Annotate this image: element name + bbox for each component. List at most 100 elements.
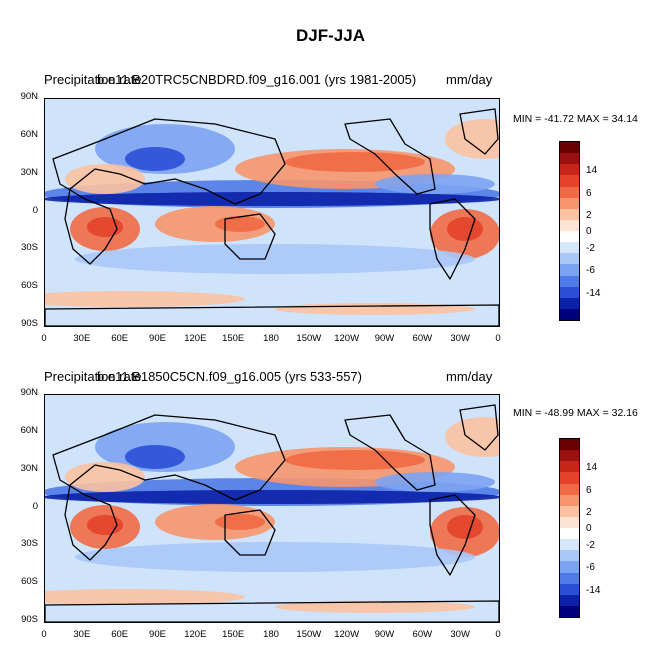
colorbar-tick-label: 14 bbox=[586, 462, 598, 474]
panel-2-variable-title: Precipitation rate bbox=[44, 369, 142, 384]
map-panel-1: Precipitation rate b.e11.B20TRC5CNBDRD.f… bbox=[0, 70, 661, 370]
coastline bbox=[224, 509, 276, 556]
coastline bbox=[45, 600, 499, 622]
colorbar-swatch bbox=[560, 439, 579, 451]
coastline bbox=[429, 494, 476, 576]
colorbar-swatch bbox=[560, 175, 579, 187]
colorbar-swatch bbox=[560, 197, 579, 209]
colorbar-tick-label: 0 bbox=[586, 226, 592, 238]
precip-anomaly-region bbox=[45, 192, 499, 206]
coastline bbox=[45, 304, 499, 326]
precip-anomaly-region bbox=[285, 152, 425, 172]
colorbar-swatch bbox=[560, 253, 579, 265]
precip-anomaly-region bbox=[75, 244, 475, 274]
latitude-tick-label: 60N bbox=[20, 128, 38, 140]
colorbar-swatch bbox=[560, 164, 579, 176]
coastline bbox=[429, 198, 476, 280]
colorbar-swatch bbox=[560, 297, 579, 309]
colorbar-tick-label: -2 bbox=[586, 243, 595, 255]
precip-anomaly-region bbox=[65, 164, 145, 194]
figure-title: DJF-JJA bbox=[296, 26, 365, 45]
longitude-tick-label: 90E bbox=[149, 333, 166, 344]
precip-anomaly-region bbox=[445, 119, 499, 159]
panel-1-variable-title: Precipitation rate bbox=[44, 72, 142, 87]
colorbar-tick-label: 2 bbox=[586, 506, 592, 518]
panel-1-precip-field bbox=[45, 108, 499, 326]
precip-anomaly-region bbox=[375, 174, 495, 194]
precip-anomaly-region bbox=[445, 417, 499, 457]
panel-2-precip-field bbox=[45, 404, 499, 622]
colorbar-swatch bbox=[560, 528, 579, 540]
map-panel-2: Precipitation rate b.e11.B1850C5CN.f09_g… bbox=[0, 367, 661, 667]
coastline bbox=[459, 404, 499, 451]
coastline bbox=[459, 108, 499, 155]
precip-anomaly-region bbox=[75, 542, 475, 572]
longitude-tick-label: 0 bbox=[41, 333, 47, 344]
precip-anomaly-region bbox=[45, 490, 499, 504]
colorbar-swatch bbox=[560, 461, 579, 473]
longitude-tick-label: 60E bbox=[111, 629, 129, 640]
longitude-tick-label: 0 bbox=[41, 629, 47, 640]
longitude-tick-label: 120W bbox=[334, 333, 360, 344]
colorbar-swatch bbox=[560, 494, 579, 506]
precip-anomaly-region bbox=[45, 291, 245, 307]
colorbar-swatch bbox=[560, 605, 579, 617]
longitude-tick-label: 60W bbox=[412, 629, 433, 640]
longitude-tick-label: 180 bbox=[263, 333, 279, 344]
longitude-tick-label: 90W bbox=[374, 333, 395, 344]
colorbar-tick-label: -14 bbox=[586, 584, 601, 596]
colorbar-swatch bbox=[560, 308, 579, 320]
colorbar-swatch bbox=[560, 583, 579, 595]
longitude-tick-label: 30W bbox=[450, 333, 470, 344]
colorbar-swatch bbox=[560, 219, 579, 231]
longitude-tick-label: 150E bbox=[222, 629, 245, 640]
latitude-tick-label: 0 bbox=[32, 500, 38, 512]
colorbar-tick-label: 6 bbox=[586, 187, 592, 199]
latitude-tick-label: 30S bbox=[21, 538, 38, 550]
colorbar-swatch bbox=[560, 561, 579, 573]
colorbar-tick-label: 0 bbox=[586, 523, 592, 535]
colorbar-tick-label: 14 bbox=[586, 165, 598, 177]
panel-1-case-title: b.e11.B20TRC5CNBDRD.f09_g16.001 (yrs 198… bbox=[97, 72, 417, 87]
colorbar-tick-label: -6 bbox=[586, 265, 595, 277]
coastline bbox=[344, 414, 436, 491]
panel-1-colorbar bbox=[559, 141, 580, 321]
colorbar-tick-label: 6 bbox=[586, 484, 592, 496]
colorbar-swatch bbox=[560, 208, 579, 220]
longitude-tick-label: 30W bbox=[450, 629, 470, 640]
panel-2-case-title: b.e11.B1850C5CN.f09_g16.005 (yrs 533-557… bbox=[97, 369, 362, 384]
precip-anomaly-region bbox=[45, 589, 245, 605]
colorbar-swatch bbox=[560, 450, 579, 462]
colorbar-swatch bbox=[560, 153, 579, 165]
colorbar-tick-label: 2 bbox=[586, 209, 592, 221]
precip-anomaly-region bbox=[125, 445, 185, 469]
panel-2-units: mm/day bbox=[446, 369, 493, 384]
colorbar-swatch bbox=[560, 483, 579, 495]
latitude-tick-label: 60S bbox=[21, 576, 38, 588]
panel-1-units: mm/day bbox=[446, 72, 493, 87]
latitude-tick-label: 90N bbox=[20, 387, 38, 398]
colorbar-swatch bbox=[560, 505, 579, 517]
precip-anomaly-region bbox=[215, 216, 265, 232]
colorbar-swatch bbox=[560, 231, 579, 243]
precip-anomaly-region bbox=[447, 515, 483, 539]
colorbar-swatch bbox=[560, 142, 579, 154]
colorbar-tick-label: -6 bbox=[586, 562, 595, 574]
panel-1-map bbox=[44, 98, 500, 327]
latitude-tick-label: 30S bbox=[21, 242, 38, 254]
longitude-tick-label: 90W bbox=[374, 629, 395, 640]
longitude-tick-label: 30E bbox=[73, 333, 91, 344]
latitude-tick-label: 90S bbox=[21, 318, 38, 329]
colorbar-swatch bbox=[560, 242, 579, 254]
latitude-tick-label: 60S bbox=[21, 280, 38, 292]
longitude-tick-label: 0 bbox=[495, 333, 501, 344]
colorbar-swatch bbox=[560, 186, 579, 198]
precip-anomaly-region bbox=[275, 303, 475, 315]
precip-anomaly-region bbox=[87, 217, 123, 237]
colorbar-swatch bbox=[560, 472, 579, 484]
coastline bbox=[224, 213, 276, 260]
latitude-tick-label: 60N bbox=[20, 424, 38, 436]
colorbar-tick-label: -2 bbox=[586, 540, 595, 552]
colorbar-swatch bbox=[560, 516, 579, 528]
colorbar-swatch bbox=[560, 550, 579, 562]
